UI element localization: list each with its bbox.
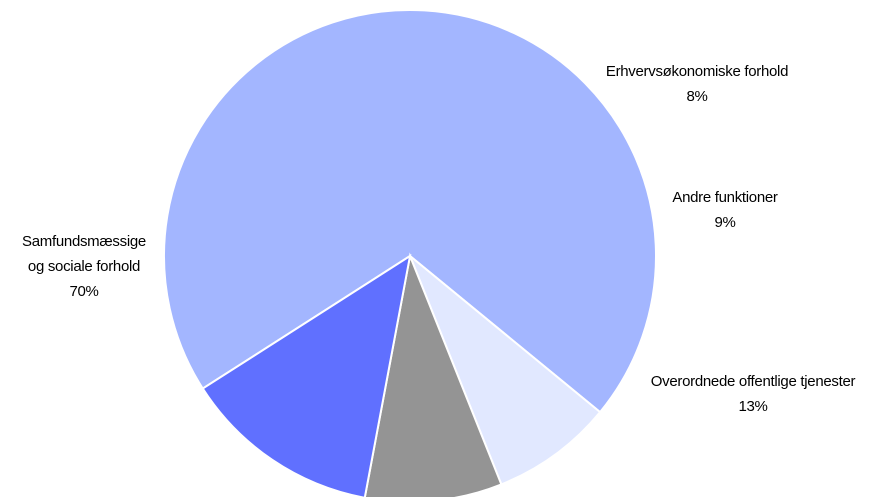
pie-label-value: 8% <box>686 88 707 105</box>
pie-label-text: og sociale forhold <box>28 258 140 275</box>
pie-slices <box>163 9 657 497</box>
pie-label-value: 9% <box>714 214 735 231</box>
pie-labels: Samfundsmæssige og sociale forhold 70% Erhv… <box>22 63 856 415</box>
pie-slice-1 <box>409 255 602 486</box>
pie-label-3: Overordnede offentlige tjenester 13% <box>651 373 856 415</box>
pie-label-2: Andre funktioner 9% <box>672 189 778 231</box>
pie-label-0: Samfundsmæssige og sociale forhold 70% <box>22 233 146 300</box>
pie-label-text: Overordnede offentlige tjenester <box>651 373 856 390</box>
pie-label-text: Erhvervsøkonomiske forhold <box>606 63 788 80</box>
pie-label-1: Erhvervsøkonomiske forhold 8% <box>606 63 788 105</box>
pie-label-value: 13% <box>738 398 767 415</box>
pie-label-text: Samfundsmæssige <box>22 233 146 250</box>
pie-slice-0 <box>163 9 657 414</box>
pie-slice-3 <box>201 253 412 497</box>
pie-label-value: 70% <box>69 283 98 300</box>
pie-label-text: Andre funktioner <box>672 189 778 206</box>
